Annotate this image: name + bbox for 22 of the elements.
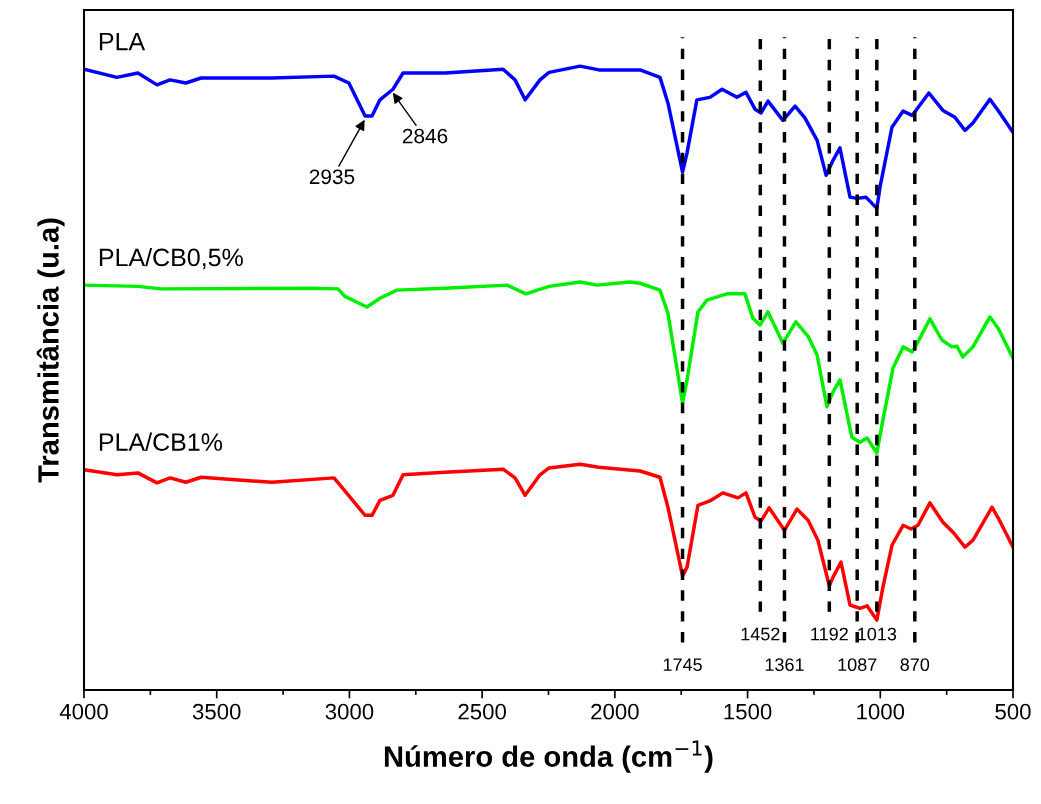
ref-line-label: 870 <box>900 658 930 672</box>
x-tick-label: 1000 <box>857 703 905 720</box>
ref-line-label: 1452 <box>741 627 780 641</box>
x-tick-label: 500 <box>995 703 1031 720</box>
annotation: 2846 <box>402 128 448 144</box>
ref-line-label: 1361 <box>765 658 804 672</box>
y-axis-title: Transmitância (u.a) <box>36 218 65 483</box>
ref-line-label: 1087 <box>838 658 877 672</box>
ref-line-label: 1013 <box>858 627 897 641</box>
x-tick-label: 1500 <box>724 703 772 720</box>
series-label: PLA/CB1% <box>99 432 223 451</box>
x-axis-title: Número de onda (cm$^{−1}$) <box>384 740 713 773</box>
x-tick-label: 2500 <box>458 703 506 720</box>
annotation: 2935 <box>309 169 355 185</box>
ref-line-label: 1745 <box>663 658 702 672</box>
x-tick-label: 2000 <box>591 703 639 720</box>
x-tick-label: 3500 <box>192 703 241 720</box>
x-tick-label: 4000 <box>59 703 108 720</box>
x-tick-label: 3000 <box>325 703 374 720</box>
series-label: PLA <box>99 32 146 51</box>
ref-line-label: 1192 <box>811 627 848 641</box>
series-label: PLA/CB0,5% <box>99 247 243 270</box>
